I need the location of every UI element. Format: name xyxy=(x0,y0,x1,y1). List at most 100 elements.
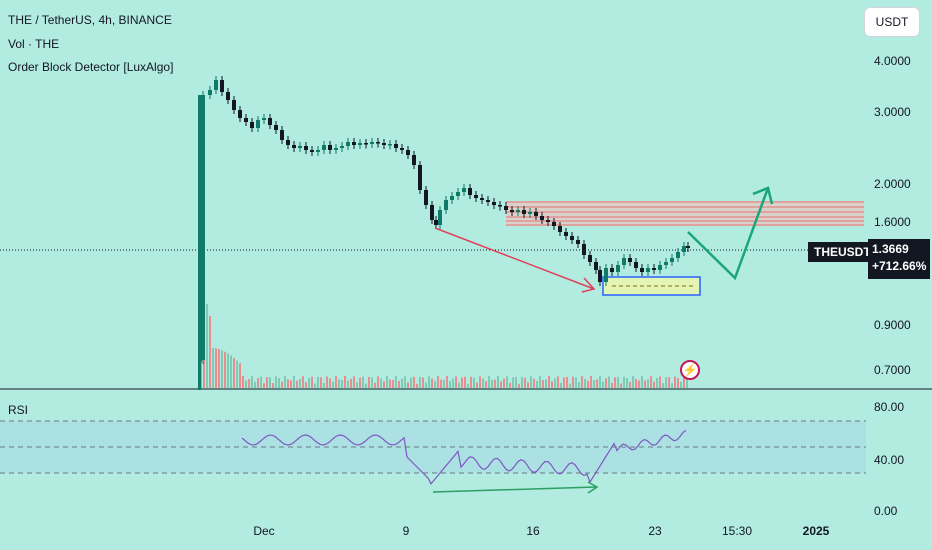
volume-bar xyxy=(425,382,427,388)
volume-bar xyxy=(482,378,484,388)
volume-bar xyxy=(611,383,613,388)
candle-body xyxy=(510,210,514,212)
volume-bar xyxy=(320,377,322,388)
rsi-title[interactable]: RSI xyxy=(8,403,29,417)
volume-bar xyxy=(509,382,511,388)
volume-bar xyxy=(560,382,562,388)
volume-bar xyxy=(224,351,226,388)
volume-bar xyxy=(257,378,259,388)
candle-body xyxy=(364,143,368,145)
candle-body xyxy=(340,146,344,148)
volume-bar xyxy=(668,377,670,388)
volume-bar xyxy=(566,376,568,388)
volume-bar xyxy=(608,376,610,388)
volume-bar xyxy=(602,381,604,388)
volume-bar xyxy=(488,376,490,388)
volume-bar xyxy=(284,376,286,388)
rsi-axis-label: 0.00 xyxy=(874,504,898,518)
volume-bar xyxy=(434,381,436,388)
volume-bar xyxy=(491,379,493,388)
candle-body xyxy=(540,216,544,220)
volume-bar xyxy=(326,376,328,388)
candle-body xyxy=(400,148,404,150)
time-axis-label: 2025 xyxy=(802,524,830,538)
candle-body xyxy=(352,142,356,145)
rsi-line xyxy=(241,429,687,485)
bullish-order-block xyxy=(602,276,701,296)
volume-bar xyxy=(656,378,658,388)
candle-body xyxy=(468,188,472,195)
volume-bar xyxy=(635,379,637,388)
candle-body xyxy=(616,265,620,272)
candle-body xyxy=(604,268,608,282)
volume-bar xyxy=(464,376,466,388)
candle-body xyxy=(552,222,556,226)
candle-body xyxy=(322,145,326,150)
volume-bar xyxy=(380,378,382,388)
volume-bar xyxy=(443,379,445,388)
volume-bar xyxy=(209,316,211,388)
volume-bar xyxy=(410,377,412,388)
volume-bar xyxy=(533,378,535,388)
candle-body xyxy=(658,265,662,270)
volume-bar xyxy=(671,383,673,388)
volume-bar xyxy=(662,383,664,388)
volume-bar xyxy=(617,377,619,388)
volume-bar xyxy=(299,379,301,388)
volume-bar xyxy=(557,376,559,388)
candle-body xyxy=(682,246,686,252)
price-axis-label: 1.6000 xyxy=(874,215,911,229)
legend-indicator[interactable]: Order Block Detector [LuxAlgo] xyxy=(8,60,174,74)
volume-bar xyxy=(395,376,397,388)
flash-icon[interactable]: ⚡ xyxy=(680,360,700,380)
candle-body xyxy=(382,143,386,145)
volume-bar xyxy=(581,376,583,388)
candle-body xyxy=(201,95,205,360)
rsi-band xyxy=(0,420,866,474)
volume-bar xyxy=(686,379,688,388)
candle-body xyxy=(286,140,290,145)
candle-body xyxy=(456,192,460,196)
legend-symbol[interactable]: THE / TetherUS, 4h, BINANCE xyxy=(8,13,172,27)
volume-bar xyxy=(272,383,274,388)
volume-bar xyxy=(512,377,514,388)
volume-bar xyxy=(452,378,454,388)
volume-bar xyxy=(665,377,667,388)
currency-button[interactable]: USDT xyxy=(864,7,920,37)
candle-body xyxy=(424,190,428,205)
volume-bar xyxy=(683,376,685,388)
candle-body xyxy=(570,236,574,240)
candle-body xyxy=(564,232,568,236)
volume-bar xyxy=(506,376,508,388)
price-axis-label: 2.0000 xyxy=(874,177,911,191)
volume-bar xyxy=(644,380,646,388)
volume-bar xyxy=(605,378,607,388)
volume-bar xyxy=(245,380,247,388)
volume-bar xyxy=(584,378,586,388)
candle-body xyxy=(262,118,266,120)
volume-bar xyxy=(305,382,307,388)
volume-bar xyxy=(416,383,418,388)
volume-bar xyxy=(653,381,655,388)
volume-bar xyxy=(239,363,241,388)
candle-body xyxy=(598,270,602,282)
volume-bar xyxy=(242,376,244,388)
volume-bar xyxy=(230,355,232,388)
volume-bar xyxy=(347,380,349,388)
legend-volume[interactable]: Vol · THE xyxy=(8,37,60,51)
volume-bar xyxy=(437,376,439,388)
candle-body xyxy=(486,200,490,202)
candle-body xyxy=(528,212,532,214)
volume-bar xyxy=(404,376,406,388)
volume-bar xyxy=(638,380,640,388)
volume-bar xyxy=(575,377,577,388)
candle-body xyxy=(628,258,632,262)
volume-bar xyxy=(206,304,208,388)
volume-bar xyxy=(554,378,556,388)
time-axis-label: 16 xyxy=(526,524,540,538)
volume-bar xyxy=(440,379,442,388)
volume-bar xyxy=(386,376,388,388)
volume-bar xyxy=(341,380,343,388)
candlestick-series xyxy=(198,76,690,390)
